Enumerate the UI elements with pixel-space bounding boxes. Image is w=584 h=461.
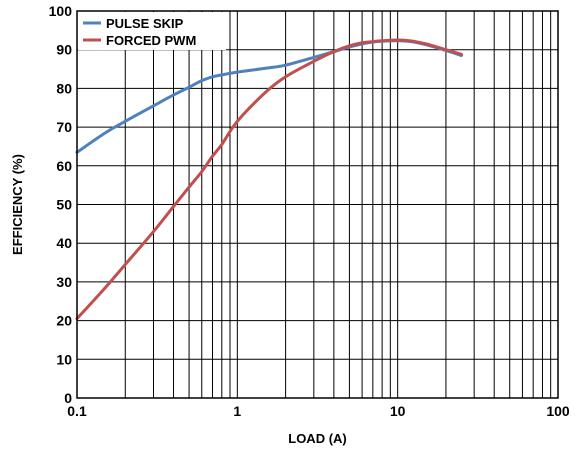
x-tick-labels: 0.1 1 10 100 xyxy=(67,403,570,419)
legend-background xyxy=(78,12,226,50)
y-tick-label: 0 xyxy=(64,390,72,406)
x-tick-label: 1 xyxy=(233,403,241,419)
plot-border xyxy=(76,10,559,399)
y-tick-label: 90 xyxy=(56,42,72,58)
x-tick-label: 0.1 xyxy=(67,403,87,419)
y-tick-labels: 0 10 20 30 40 50 60 70 80 90 100 xyxy=(49,3,73,406)
y-tick-label: 70 xyxy=(56,119,72,135)
legend-label-pulse-skip: PULSE SKIP xyxy=(106,16,184,31)
series-line-forced-pwm xyxy=(75,38,463,321)
y-tick-label: 30 xyxy=(56,274,72,290)
grid xyxy=(76,10,558,399)
y-tick-label: 40 xyxy=(56,235,72,251)
y-tick-label: 50 xyxy=(56,197,72,213)
x-axis-title: LOAD (A) xyxy=(288,431,347,446)
y-tick-label: 80 xyxy=(56,80,72,96)
series-line-pulse-skip xyxy=(75,39,463,154)
y-tick-label: 100 xyxy=(49,3,73,19)
y-tick-label: 10 xyxy=(56,351,72,367)
y-axis-title: EFFICIENCY (%) xyxy=(10,154,25,255)
x-tick-label: 10 xyxy=(390,403,406,419)
series-lines xyxy=(75,38,463,321)
plot-frame xyxy=(76,10,559,399)
legend: PULSE SKIP FORCED PWM xyxy=(78,12,226,50)
y-tick-label: 60 xyxy=(56,158,72,174)
legend-label-forced-pwm: FORCED PWM xyxy=(106,33,196,48)
y-tick-label: 20 xyxy=(56,313,72,329)
x-tick-label: 100 xyxy=(546,403,570,419)
